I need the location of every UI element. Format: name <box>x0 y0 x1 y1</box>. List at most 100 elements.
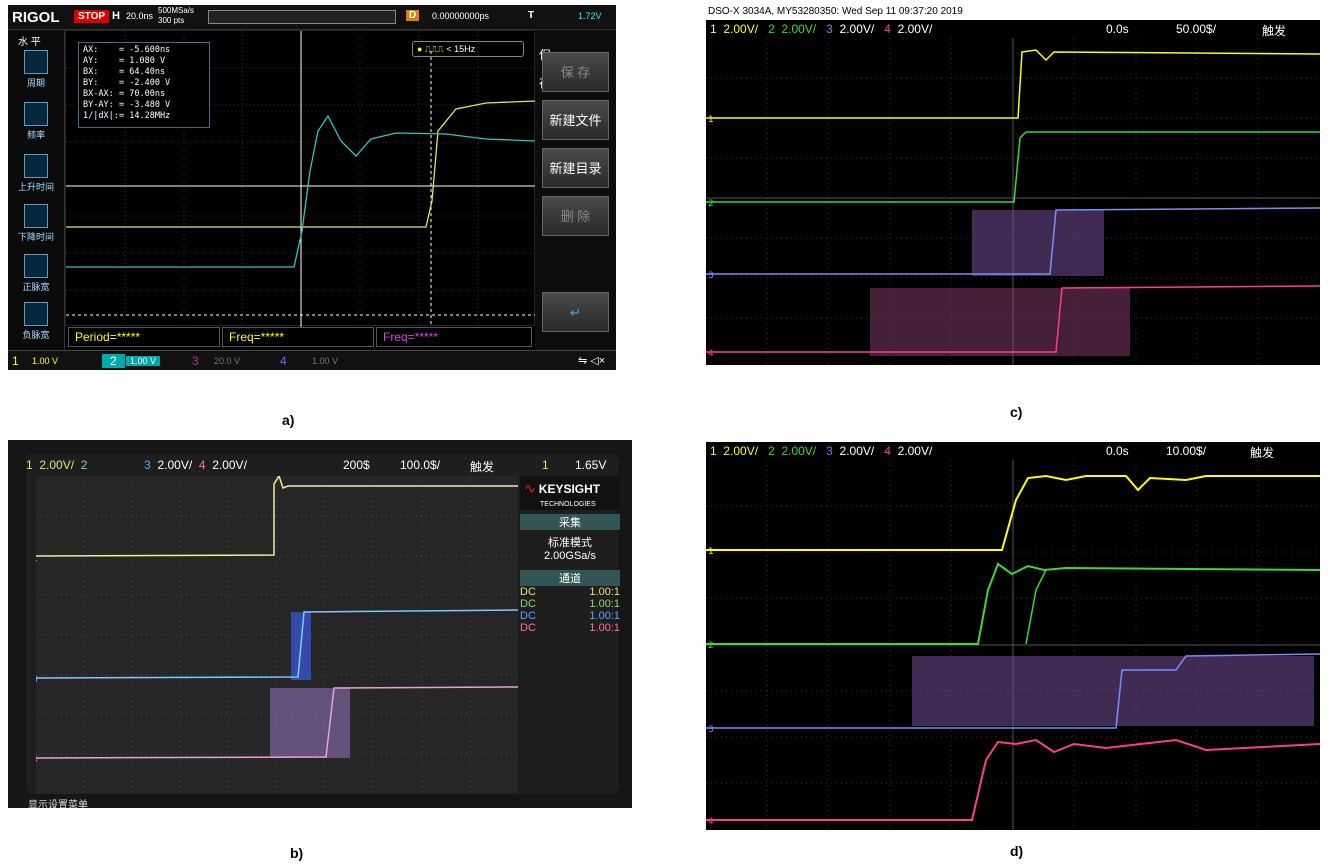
c-time-div: 50.00$/ <box>1176 22 1217 36</box>
m-key: 1/|dX|: <box>83 111 119 121</box>
timebase-value[interactable]: 20.0ns <box>126 11 154 21</box>
pos-width-button[interactable]: 正脉宽 <box>12 252 60 300</box>
c-title: DSO-X 3034A, MY53280350: Wed Sep 11 09:3… <box>708 6 963 17</box>
acq-mode: 标准模式 <box>548 537 592 549</box>
memory-overview-bar <box>208 10 396 24</box>
freq-measure-button[interactable]: 频率 <box>12 100 60 148</box>
usb-icon: ⇋ ◁× <box>578 355 606 367</box>
ch-coupling: DC <box>520 598 536 610</box>
c-waveform-svg: 1 2 3 4 <box>706 38 1320 365</box>
new-dir-button[interactable]: 新建目录 <box>542 148 609 188</box>
svg-text:1: 1 <box>36 554 38 564</box>
ch-coupling: DC <box>520 610 536 622</box>
hdr-item: 2.00V/ <box>212 458 247 472</box>
hdr-item: 3 <box>144 458 151 472</box>
ch4-scale[interactable]: 1.00 V <box>312 356 339 366</box>
ch-ratio: 1.00:1 <box>589 586 620 598</box>
ch2-num[interactable]: 2 <box>102 354 125 368</box>
b-side-panel: ∿ KEYSIGHT TECHNOLOGIES 采集 标准模式 2.00GSa/… <box>520 476 620 656</box>
hdr-item: 2.00V/ <box>723 444 759 458</box>
left-button-label: 负脉宽 <box>22 330 50 340</box>
panel-b-keysight-scope: 1 2.00V/ 2 3 2.00V/ 4 2.00V/ 200$ 100.0$… <box>8 440 632 808</box>
trigger-freq-box: ● ⎍⎍⎍ < 15Hz <box>412 41 524 57</box>
save-button[interactable]: 保 存 <box>542 52 609 92</box>
return-button[interactable]: ↵ <box>542 292 609 332</box>
time-pos: 200$ <box>343 458 370 472</box>
m-val: = -3.480 V <box>119 100 171 110</box>
ch2-scale[interactable]: 1.00 V <box>126 356 161 366</box>
hdr-item: 2.00V/ <box>839 444 875 458</box>
delay-value[interactable]: 0.00000000ps <box>432 11 490 21</box>
trig-word: 触发 <box>470 460 495 474</box>
ch-ratio: 1.00:1 <box>589 610 620 622</box>
fall-time-button[interactable]: 下降时间 <box>12 202 60 250</box>
m-key: BY-AY: <box>83 100 114 110</box>
acq-title: 采集 <box>520 514 620 530</box>
sample-rate: 500MSa/s <box>158 6 195 15</box>
svg-text:4: 4 <box>708 817 714 827</box>
hdr-item: 4 <box>884 444 891 458</box>
hdr-item: 1 <box>26 458 33 472</box>
d-waveform-svg: 1 2 3 4 <box>706 460 1320 830</box>
svg-text:3: 3 <box>708 271 714 281</box>
brand-logo: RIGOL <box>12 9 60 26</box>
b-footer: 显示设置菜单 <box>28 800 88 808</box>
caption-c: c) <box>1010 404 1023 420</box>
save-menu: 保 存 保 存 新建文件 新建目录 删 除 ↵ <box>535 30 616 350</box>
hdr-item: 2.00V/ <box>781 22 817 36</box>
left-button-label: 频率 <box>26 130 45 140</box>
m-val: = 1.080 V <box>119 56 166 66</box>
cursor-measure-box: AX: = -5.600ns AY: = 1.080 V BX: = 64.40ns … <box>78 42 210 128</box>
new-file-button[interactable]: 新建文件 <box>542 100 609 140</box>
hdr-item: 1 <box>710 22 717 36</box>
hdr-item: 2.00V/ <box>781 444 817 458</box>
hdr-item: 2.00V/ <box>897 444 933 458</box>
period-readout: Period=***** <box>68 327 220 347</box>
period-measure-button[interactable]: 周期 <box>12 48 60 96</box>
top-status-bar: RIGOL STOP H 20.0ns 500MSa/s 300 pts D 0… <box>8 5 616 30</box>
panel-a-rigol-scope: RIGOL STOP H 20.0ns 500MSa/s 300 pts D 0… <box>8 5 616 370</box>
m-key: AY: <box>83 56 99 66</box>
hdr-item: 2.00V/ <box>157 458 193 472</box>
trig-label: T <box>528 10 535 21</box>
c-trig-word: 触发 <box>1262 24 1287 38</box>
b-header: 1 2.00V/ 2 3 2.00V/ 4 2.00V/ <box>26 458 247 472</box>
left-button-label: 正脉宽 <box>22 282 50 292</box>
rise-time-button[interactable]: 上升时间 <box>12 152 60 200</box>
hdr-item: 2.00V/ <box>897 22 933 36</box>
ch3-num[interactable]: 3 <box>192 354 199 368</box>
horizontal-menu: 水 平 周期 频率 上升时间 下降时间 正脉宽 负脉宽 <box>8 30 65 350</box>
ch1-scale[interactable]: 1.00 V <box>32 356 59 366</box>
ch3-scale[interactable]: 20.0 V <box>214 356 241 366</box>
svg-text:1: 1 <box>708 547 714 557</box>
stop-button[interactable]: STOP <box>74 10 110 23</box>
svg-text:2: 2 <box>708 641 714 651</box>
ch1-num[interactable]: 1 <box>12 354 19 368</box>
m-val: = 70.00ns <box>119 89 166 99</box>
points: 300 pts <box>158 16 185 25</box>
time-div: 100.0$/ <box>400 458 441 472</box>
svg-text:1: 1 <box>708 115 714 125</box>
return-icon: ↵ <box>570 305 581 320</box>
hdr-item: 2.00V/ <box>723 22 759 36</box>
ch-coupling: DC <box>520 622 536 634</box>
d-trig-word: 触发 <box>1250 446 1275 460</box>
channel-bar: 1 1.00 V 2 1.00 V 3 20.0 V 4 1.00 V ⇋ ◁× <box>8 350 616 370</box>
d-time-pos: 0.0s <box>1106 444 1129 458</box>
m-key: BX-AX: <box>83 89 114 99</box>
hdr-item: 3 <box>826 444 833 458</box>
m-val: = -2.400 V <box>119 78 171 88</box>
neg-width-button[interactable]: 负脉宽 <box>12 300 60 348</box>
waveform-svg <box>66 31 537 327</box>
svg-text:3: 3 <box>708 725 714 735</box>
svg-text:2: 2 <box>708 199 714 209</box>
ch-coupling: DC <box>520 586 536 598</box>
m-val: = 14.28MHz <box>119 111 171 121</box>
d-label: D <box>406 10 420 21</box>
trig-level: 1.65V <box>575 458 607 472</box>
hdr-item: 2 <box>768 22 775 36</box>
ch4-num[interactable]: 4 <box>280 354 287 368</box>
trigger-level[interactable]: 1.72V <box>578 11 602 21</box>
delete-button[interactable]: 删 除 <box>542 196 609 236</box>
hdr-item: 2 <box>80 458 88 472</box>
